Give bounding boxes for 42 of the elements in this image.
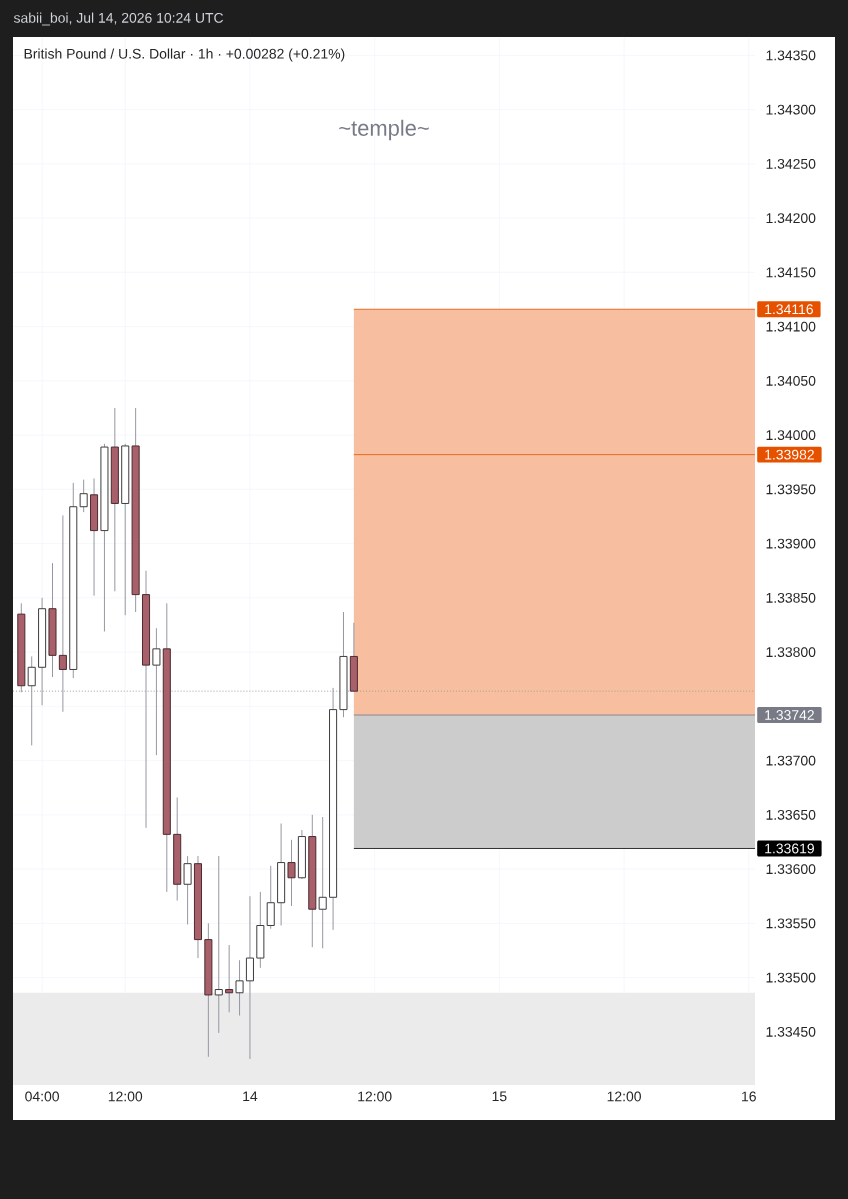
y-tick-label: 1.34350: [766, 50, 816, 61]
x-tick-label: 12:00: [108, 1091, 143, 1102]
ref-line-label: 1.33619: [765, 843, 814, 854]
text: British Pound / U.S. Dollar · 1h · +0.00282 (+0.21%): [24, 48, 345, 62]
y-tick-label: 1.33700: [766, 755, 816, 766]
candlestick: [235, 959, 244, 1017]
x-tick-label: 12:00: [358, 1091, 392, 1102]
y-tick-label: 1.33600: [766, 864, 816, 875]
candlestick: [214, 855, 223, 1034]
x-tick-label: 12:00: [607, 1091, 641, 1102]
candlestick: [245, 895, 254, 1060]
y-tick-label: 1.33650: [766, 809, 816, 820]
y-tick-label: 1.34000: [766, 430, 816, 441]
y-tick-label: 1.33550: [766, 918, 816, 929]
candlestick: [225, 944, 234, 1013]
y-tick-label: 1.33500: [766, 972, 816, 983]
x-tick-label: 15: [492, 1091, 507, 1102]
x-tick-label: 04:00: [25, 1091, 60, 1102]
candlestick: [27, 655, 36, 746]
annotation: ~temple~: [339, 119, 429, 141]
y-tick-label: 1.33950: [766, 484, 816, 495]
y-tick-label: 1.33900: [766, 538, 816, 549]
ref-line-label: 1.34116: [765, 304, 813, 315]
y-tick-label: 1.33850: [766, 592, 816, 603]
y-tick-label: 1.33800: [766, 647, 816, 658]
ref-line-label: 1.33982: [765, 449, 814, 460]
y-tick-label: 1.34300: [766, 104, 816, 115]
y-tick-label: 1.34150: [766, 267, 816, 278]
text: sabii_boi, Jul 14, 2026 10:24 UTC: [13, 12, 224, 26]
candlestick: [266, 865, 275, 930]
x-tick-label: 14: [243, 1091, 258, 1102]
candlestick: [318, 816, 327, 949]
y-tick-label: 1.34200: [766, 213, 816, 224]
candlestick: [183, 855, 192, 925]
candlestick: [287, 839, 296, 907]
y-tick-label: 1.34100: [766, 321, 816, 332]
candlestick: [79, 479, 88, 513]
y-tick-label: 1.34050: [766, 375, 816, 386]
y-tick-label: 1.34250: [766, 158, 816, 169]
y-tick-label: 1.33450: [766, 1026, 816, 1037]
x-tick-label: 16: [742, 1091, 756, 1102]
ref-line-label: 1.33742: [765, 710, 814, 720]
